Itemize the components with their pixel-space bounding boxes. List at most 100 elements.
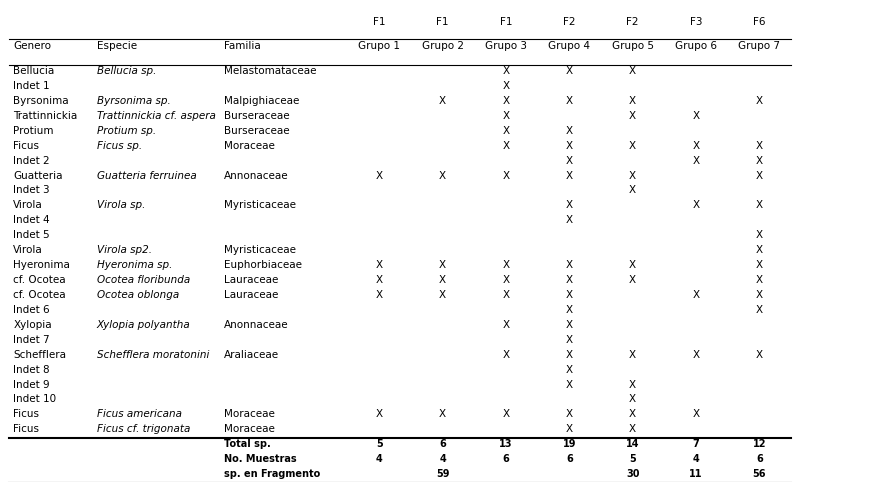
Text: 5: 5	[629, 454, 636, 464]
Text: Xylopia polyantha: Xylopia polyantha	[97, 320, 191, 330]
Text: Indet 5: Indet 5	[13, 230, 50, 240]
Text: Araliaceae: Araliaceae	[224, 349, 280, 360]
Text: X: X	[629, 171, 636, 180]
Text: Myristicaceae: Myristicaceae	[224, 245, 297, 255]
Text: X: X	[629, 275, 636, 285]
Text: X: X	[629, 409, 636, 419]
Text: X: X	[376, 275, 383, 285]
Text: Ficus: Ficus	[13, 409, 40, 419]
Text: X: X	[502, 349, 510, 360]
Text: X: X	[756, 305, 763, 315]
Text: X: X	[502, 111, 510, 121]
Text: X: X	[693, 156, 700, 166]
Text: X: X	[566, 379, 573, 389]
Text: X: X	[756, 156, 763, 166]
Text: Ficus cf. trigonata: Ficus cf. trigonata	[97, 424, 190, 434]
Text: Euphorbiaceae: Euphorbiaceae	[224, 260, 303, 270]
Text: Genero: Genero	[13, 41, 51, 52]
Text: X: X	[566, 156, 573, 166]
Text: X: X	[756, 290, 763, 300]
Text: 12: 12	[752, 439, 766, 449]
Text: 4: 4	[376, 454, 383, 464]
Text: 56: 56	[752, 469, 766, 479]
Text: Grupo 1: Grupo 1	[358, 41, 400, 52]
Text: X: X	[566, 201, 573, 210]
Text: Ficus sp.: Ficus sp.	[97, 141, 142, 151]
Text: X: X	[439, 409, 446, 419]
Text: X: X	[376, 409, 383, 419]
Text: Anonnaceae: Anonnaceae	[224, 320, 289, 330]
Text: X: X	[629, 111, 636, 121]
Text: F1: F1	[436, 17, 449, 27]
Text: X: X	[502, 171, 510, 180]
Text: Hyeronima: Hyeronima	[13, 260, 70, 270]
Text: F1: F1	[500, 17, 512, 27]
Text: X: X	[566, 171, 573, 180]
Text: F3: F3	[690, 17, 702, 27]
Text: X: X	[566, 96, 573, 106]
Text: X: X	[693, 349, 700, 360]
Text: X: X	[693, 409, 700, 419]
Text: 5: 5	[376, 439, 383, 449]
Text: Ficus: Ficus	[13, 424, 40, 434]
Text: Bellucia sp.: Bellucia sp.	[97, 66, 156, 76]
Text: X: X	[376, 171, 383, 180]
Text: Byrsonima sp.: Byrsonima sp.	[97, 96, 171, 106]
Text: X: X	[693, 201, 700, 210]
Text: X: X	[566, 335, 573, 345]
Text: Indet 6: Indet 6	[13, 305, 50, 315]
Text: X: X	[566, 409, 573, 419]
Text: X: X	[502, 290, 510, 300]
Text: X: X	[756, 349, 763, 360]
Text: X: X	[756, 275, 763, 285]
Text: Virola: Virola	[13, 201, 43, 210]
Text: Hyeronima sp.: Hyeronima sp.	[97, 260, 172, 270]
Text: X: X	[629, 424, 636, 434]
Text: X: X	[756, 171, 763, 180]
Text: X: X	[566, 290, 573, 300]
Text: X: X	[566, 349, 573, 360]
Text: F6: F6	[753, 17, 766, 27]
Text: Indet 10: Indet 10	[13, 394, 56, 404]
Text: X: X	[502, 96, 510, 106]
Text: Lauraceae: Lauraceae	[224, 275, 279, 285]
Text: Protium sp.: Protium sp.	[97, 126, 156, 136]
Text: Indet 9: Indet 9	[13, 379, 50, 389]
Text: X: X	[756, 260, 763, 270]
Text: X: X	[629, 186, 636, 195]
Text: Schefflera: Schefflera	[13, 349, 66, 360]
Text: X: X	[629, 96, 636, 106]
Text: Indet 8: Indet 8	[13, 364, 50, 375]
Text: 4: 4	[693, 454, 700, 464]
Text: X: X	[439, 96, 446, 106]
Text: X: X	[566, 126, 573, 136]
Text: X: X	[756, 230, 763, 240]
Text: X: X	[629, 260, 636, 270]
Text: cf. Ocotea: cf. Ocotea	[13, 275, 66, 285]
Text: X: X	[376, 260, 383, 270]
Text: Lauraceae: Lauraceae	[224, 290, 279, 300]
Text: X: X	[693, 290, 700, 300]
Text: Total sp.: Total sp.	[224, 439, 271, 449]
Text: Grupo 2: Grupo 2	[422, 41, 464, 52]
Text: X: X	[566, 66, 573, 76]
Text: F2: F2	[627, 17, 639, 27]
Text: X: X	[439, 290, 446, 300]
Text: X: X	[693, 141, 700, 151]
Text: Virola sp2.: Virola sp2.	[97, 245, 152, 255]
Text: 13: 13	[499, 439, 513, 449]
Text: cf. Ocotea: cf. Ocotea	[13, 290, 66, 300]
Text: X: X	[756, 96, 763, 106]
Text: Grupo 3: Grupo 3	[485, 41, 527, 52]
Text: Protium: Protium	[13, 126, 54, 136]
Text: X: X	[693, 111, 700, 121]
Text: 6: 6	[502, 454, 510, 464]
Text: Malpighiaceae: Malpighiaceae	[224, 96, 300, 106]
Text: X: X	[756, 245, 763, 255]
Text: Trattinnickia cf. aspera: Trattinnickia cf. aspera	[97, 111, 216, 121]
Text: Burseraceae: Burseraceae	[224, 126, 290, 136]
Text: X: X	[629, 66, 636, 76]
Text: X: X	[439, 275, 446, 285]
Text: Ficus: Ficus	[13, 141, 40, 151]
Text: X: X	[502, 320, 510, 330]
